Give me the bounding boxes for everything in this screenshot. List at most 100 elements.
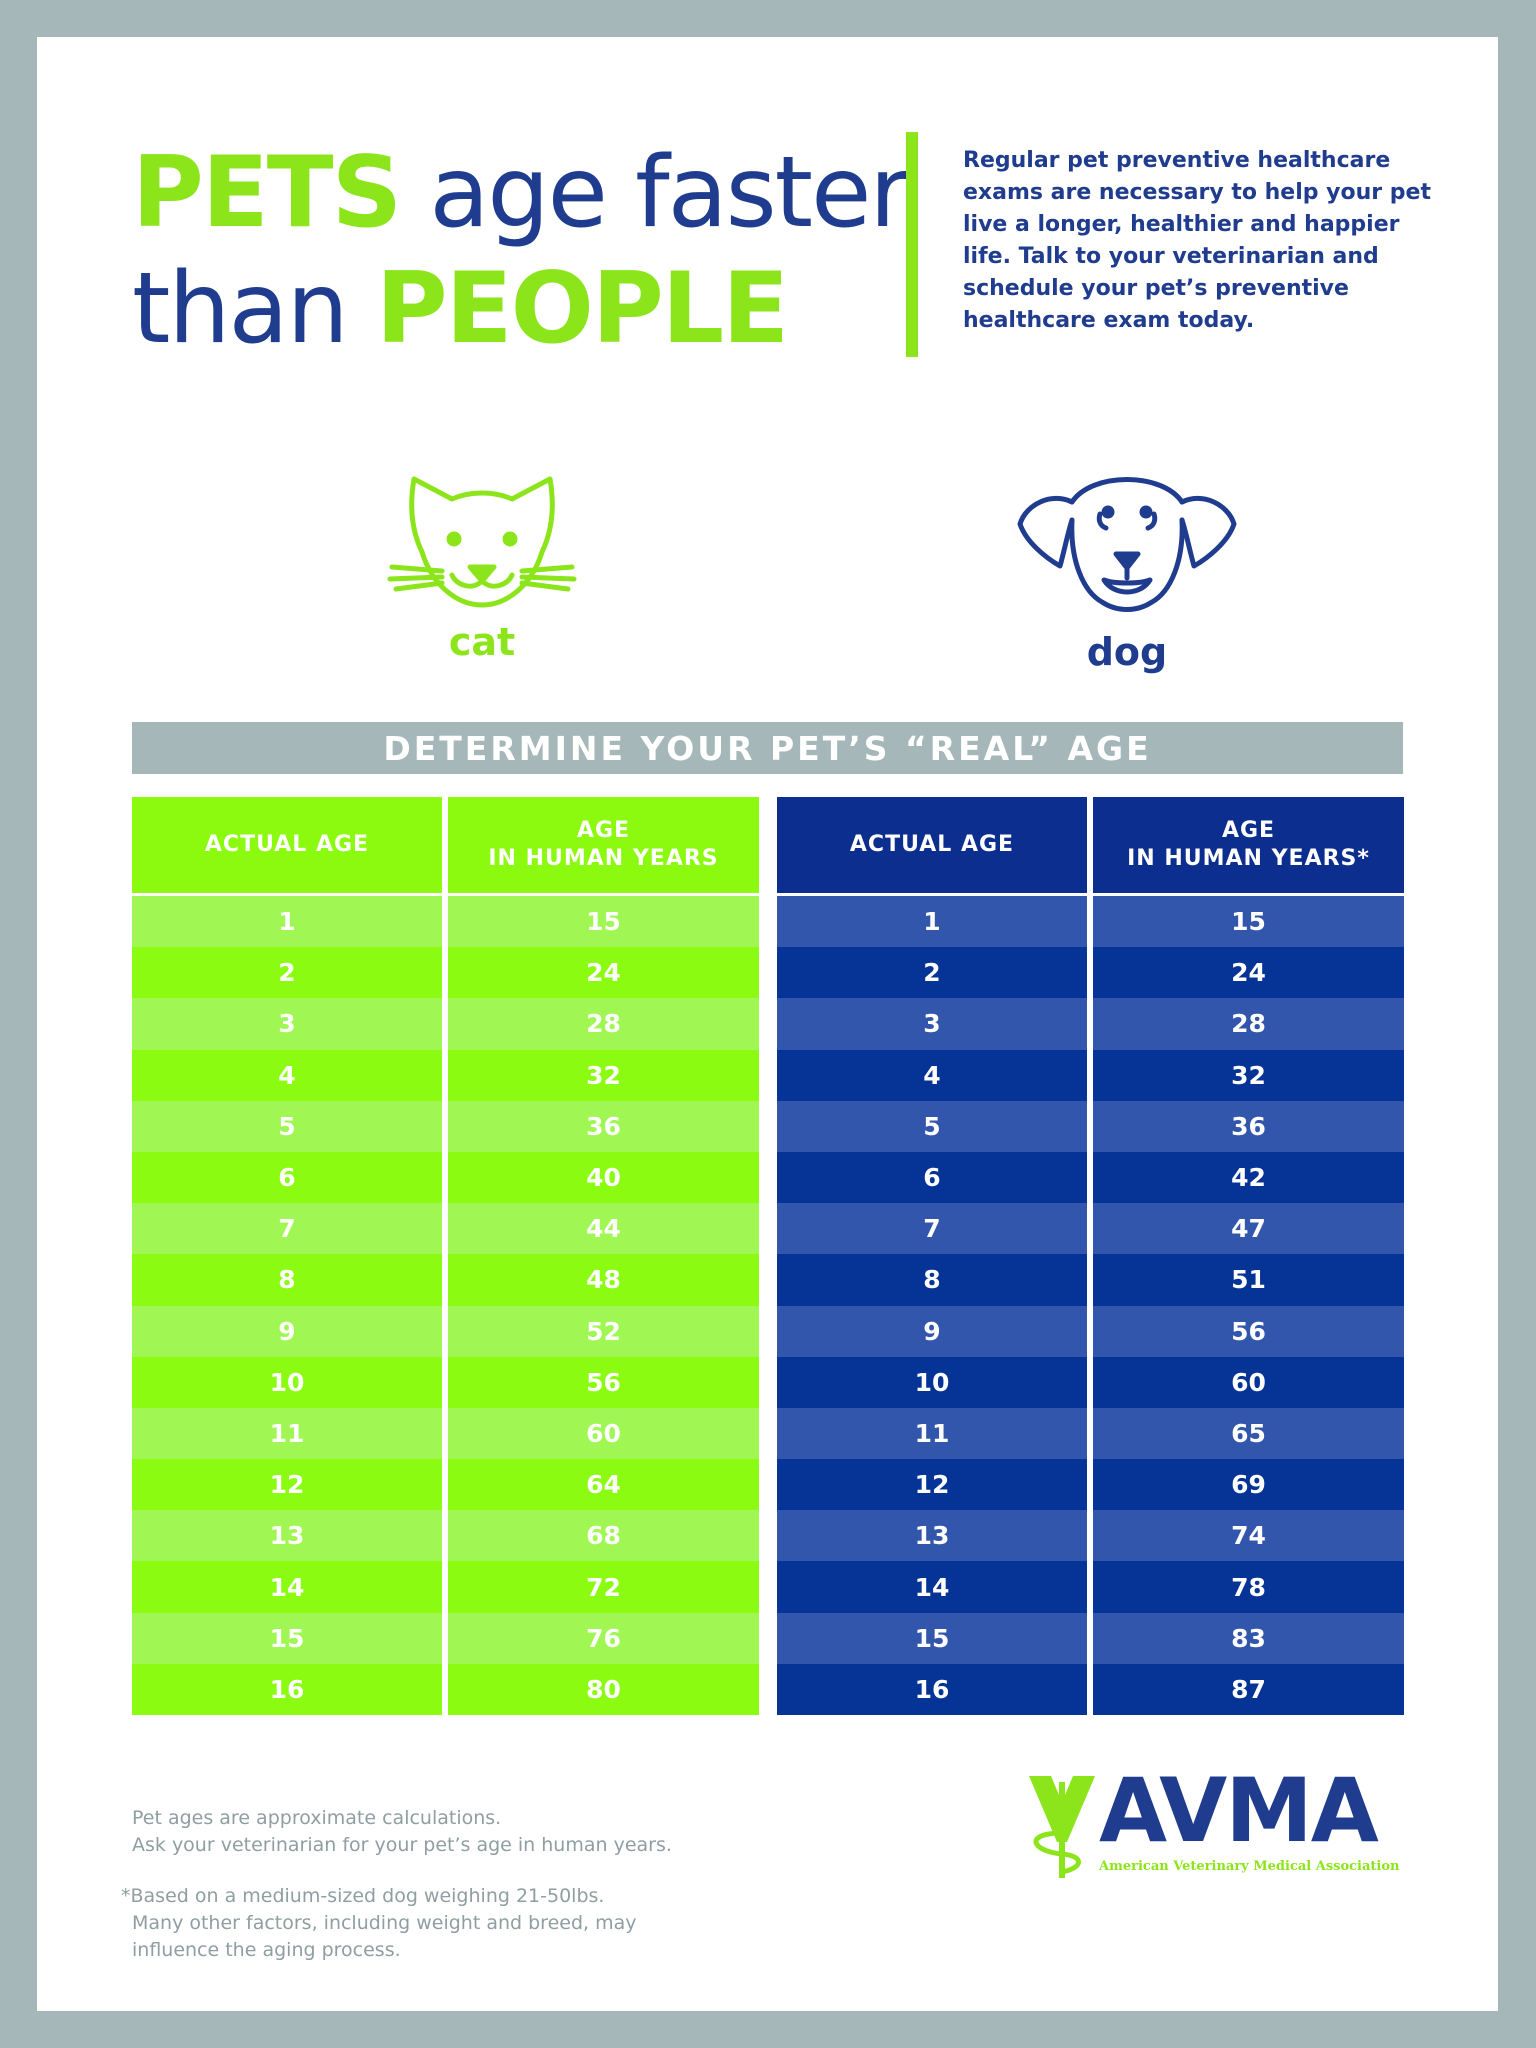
avma-subtitle: American Veterinary Medical Association	[1099, 1859, 1400, 1874]
headline-line-2: than PEOPLE	[132, 251, 908, 367]
dog-label: dog	[1086, 630, 1168, 674]
dog-table-row: 14 78	[777, 1561, 1404, 1613]
cat-actual-age-cell: 14	[132, 1561, 442, 1613]
footer-note-line: Ask your veterinarian for your pet’s age…	[132, 1834, 672, 1856]
cat-human-years-cell: 76	[448, 1612, 759, 1664]
dog-table-body: 1 15 2 24 3 28 4 32 5 36 6 42 7 47 8 51 9 56 10 60 11 65 12 69 1…	[777, 896, 1404, 1715]
dog-age-table: ACTUAL AGE AGE IN HUMAN YEARS* 1 15 2 24 3 28…	[777, 797, 1404, 1715]
dog-actual-age-cell: 3	[777, 998, 1087, 1050]
dog-actual-age-cell: 11	[777, 1407, 1087, 1460]
dog-actual-age-cell: 12	[777, 1459, 1087, 1511]
cat-table-row: 9 52	[132, 1305, 759, 1357]
dog-table-row: 9 56	[777, 1305, 1404, 1357]
cat-table-row: 4 32	[132, 1049, 759, 1101]
footer-note-approximate: Pet ages are approximate calculations. A…	[132, 1805, 772, 1859]
dog-human-years-cell: 42	[1093, 1151, 1404, 1204]
dog-table-row: 8 51	[777, 1254, 1404, 1306]
cat-table-row: 8 48	[132, 1254, 759, 1306]
cat-table-row: 10 56	[132, 1356, 759, 1408]
dog-actual-age-cell: 2	[777, 947, 1087, 999]
footer-note-line: *Based on a medium-sized dog weighing 21…	[121, 1885, 605, 1907]
cat-actual-age-cell: 5	[132, 1100, 442, 1152]
dog-table-row: 11 65	[777, 1407, 1404, 1460]
footer-note-line: Many other factors, including weight and…	[132, 1912, 637, 1934]
header-divider	[906, 132, 918, 357]
dog-block: dog	[977, 462, 1277, 674]
dog-table-row: 7 47	[777, 1203, 1404, 1255]
avma-wordmark: AVMA	[1099, 1759, 1379, 1862]
cat-table-row: 1 15	[132, 896, 759, 948]
cat-age-table: ACTUAL AGE AGE IN HUMAN YEARS 1 15 2 24 3 28 4…	[132, 797, 759, 1715]
dog-human-years-cell: 69	[1093, 1459, 1404, 1511]
dog-table-row: 15 83	[777, 1612, 1404, 1664]
cat-human-years-cell: 24	[448, 947, 759, 999]
cat-table-body: 1 15 2 24 3 28 4 32 5 36 6 40 7 44 8 48 9 52 10 56 11 60 12 64 1…	[132, 896, 759, 1715]
intro-text: Regular pet preventive healthcare exams …	[963, 148, 1431, 333]
dog-table-row: 2 24	[777, 947, 1404, 999]
cat-actual-age-cell: 3	[132, 998, 442, 1050]
headline-age-faster: age faster	[429, 136, 909, 250]
dog-actual-age-cell: 7	[777, 1203, 1087, 1255]
dog-actual-age-cell: 14	[777, 1561, 1087, 1613]
dog-table-row: 13 74	[777, 1510, 1404, 1562]
dog-icon	[1017, 477, 1237, 612]
dog-actual-age-cell: 10	[777, 1356, 1087, 1408]
dog-table-row: 5 36	[777, 1100, 1404, 1152]
cat-table-row: 2 24	[132, 947, 759, 999]
cat-actual-age-cell: 16	[132, 1663, 442, 1715]
headline-line-1: PETS age faster	[132, 135, 910, 251]
dog-actual-age-cell: 9	[777, 1305, 1087, 1357]
cat-table-row: 14 72	[132, 1561, 759, 1613]
cat-human-years-cell: 36	[448, 1100, 759, 1152]
dog-human-years-cell: 65	[1093, 1407, 1404, 1460]
cat-actual-age-cell: 13	[132, 1510, 442, 1562]
cat-actual-age-cell: 8	[132, 1254, 442, 1306]
cat-human-years-cell: 28	[448, 998, 759, 1050]
avma-logo: AVMA American Veterinary Medical Associa…	[1027, 1766, 1407, 1882]
dog-actual-age-cell: 1	[777, 896, 1087, 948]
dog-human-years-cell: 36	[1093, 1100, 1404, 1152]
cat-table-row: 11 60	[132, 1407, 759, 1460]
dog-col-human-years: AGE IN HUMAN YEARS*	[1093, 797, 1404, 893]
cat-icon	[387, 476, 577, 608]
dog-human-years-cell: 83	[1093, 1612, 1404, 1664]
dog-human-years-cell: 87	[1093, 1663, 1404, 1715]
cat-table-row: 7 44	[132, 1203, 759, 1255]
cat-actual-age-cell: 15	[132, 1612, 442, 1664]
cat-human-years-cell: 15	[448, 896, 759, 948]
dog-col-human-years-line2: IN HUMAN YEARS*	[1127, 846, 1370, 871]
dog-human-years-cell: 47	[1093, 1203, 1404, 1255]
cat-col-human-years-line1: AGE	[576, 818, 631, 843]
dog-table-row: 4 32	[777, 1049, 1404, 1101]
cat-col-human-years-line2: IN HUMAN YEARS	[488, 846, 719, 871]
cat-col-actual-age: ACTUAL AGE	[132, 797, 442, 893]
dog-table-row: 3 28	[777, 998, 1404, 1050]
dog-col-actual-age: ACTUAL AGE	[777, 797, 1087, 893]
dog-table-row: 16 87	[777, 1663, 1404, 1715]
cat-human-years-cell: 32	[448, 1049, 759, 1101]
dog-actual-age-cell: 15	[777, 1612, 1087, 1664]
cat-human-years-cell: 72	[448, 1561, 759, 1613]
dog-table-row: 10 60	[777, 1356, 1404, 1408]
poster: PETS age faster than PEOPLE Regular pet …	[37, 37, 1498, 2011]
cat-actual-age-cell: 6	[132, 1151, 442, 1204]
dog-actual-age-cell: 4	[777, 1049, 1087, 1101]
dog-human-years-cell: 28	[1093, 998, 1404, 1050]
dog-actual-age-cell: 5	[777, 1100, 1087, 1152]
cat-human-years-cell: 40	[448, 1151, 759, 1204]
cat-human-years-cell: 64	[448, 1459, 759, 1511]
cat-actual-age-cell: 2	[132, 947, 442, 999]
dog-human-years-cell: 78	[1093, 1561, 1404, 1613]
dog-table-row: 6 42	[777, 1151, 1404, 1204]
headline-than: than	[132, 252, 349, 366]
section-banner: DETERMINE YOUR PET’S “REAL” AGE	[132, 722, 1403, 774]
dog-human-years-cell: 51	[1093, 1254, 1404, 1306]
headline: PETS age faster than PEOPLE	[132, 135, 910, 367]
cat-actual-age-cell: 1	[132, 896, 442, 948]
footer-note-line: Pet ages are approximate calculations.	[132, 1807, 502, 1829]
cat-actual-age-cell: 11	[132, 1407, 442, 1460]
dog-human-years-cell: 60	[1093, 1356, 1404, 1408]
cat-human-years-cell: 44	[448, 1203, 759, 1255]
cat-table-row: 6 40	[132, 1151, 759, 1204]
cat-human-years-cell: 80	[448, 1663, 759, 1715]
